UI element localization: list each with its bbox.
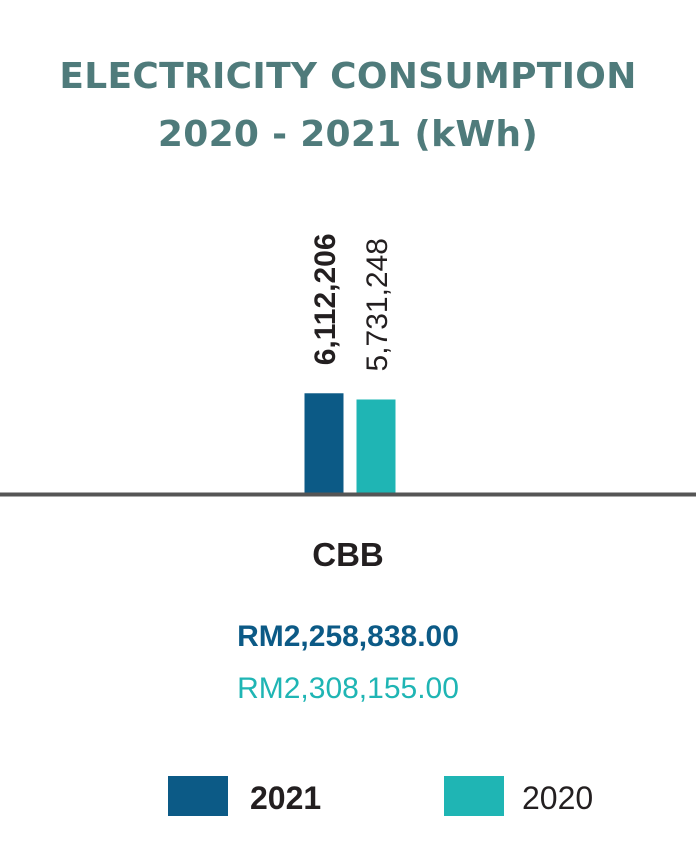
legend-label-2021: 2021 <box>250 780 322 816</box>
cost-2021: RM2,258,838.00 <box>237 620 459 653</box>
chart-title: ELECTRICITY CONSUMPTION 2020 - 2021 (kWh… <box>0 48 696 164</box>
legend-swatch-2020 <box>444 776 504 816</box>
bar-2020 <box>356 399 396 493</box>
data-label-2020: 5,731,248 <box>361 238 394 371</box>
chart-title-line-1: ELECTRICITY CONSUMPTION <box>59 56 637 97</box>
bar-2021 <box>304 393 344 493</box>
legend-label-2020: 2020 <box>522 780 594 816</box>
category-label: CBB <box>312 536 384 573</box>
bar-chart: 6,112,206 5,731,248 <box>0 233 696 497</box>
cost-2020: RM2,308,155.00 <box>237 672 459 705</box>
data-label-2021: 6,112,206 <box>309 233 342 365</box>
legend-swatch-2021 <box>168 776 228 816</box>
chart-title-line-2: 2020 - 2021 (kWh) <box>157 114 539 155</box>
